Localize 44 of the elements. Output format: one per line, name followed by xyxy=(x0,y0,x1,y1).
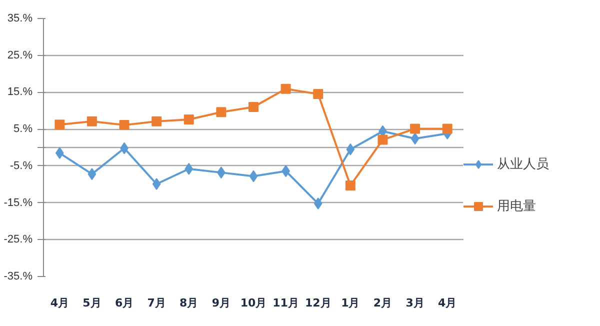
point xyxy=(86,116,97,126)
y-tick-label: -15.% xyxy=(4,196,33,209)
point xyxy=(248,102,258,112)
point xyxy=(216,107,226,118)
point xyxy=(410,132,420,145)
point xyxy=(378,134,388,145)
point xyxy=(152,116,162,126)
x-tick-label: 6月 xyxy=(114,296,134,310)
x-tick-label: 10月 xyxy=(240,296,267,310)
y-tick-label: -25.% xyxy=(4,234,33,246)
y-tick-label: 25.% xyxy=(7,49,33,62)
x-tick-label: 11月 xyxy=(272,296,299,310)
point xyxy=(410,124,420,134)
point xyxy=(119,120,130,130)
x-tick-label: 8月 xyxy=(180,296,198,310)
y-tick-label: -35.% xyxy=(4,270,33,282)
point xyxy=(280,84,291,94)
x-tick-label: 1月 xyxy=(341,296,360,310)
point xyxy=(88,168,96,180)
point xyxy=(54,120,65,130)
x-tick-label: 7月 xyxy=(147,296,166,310)
point xyxy=(249,170,258,182)
point xyxy=(314,198,322,210)
x-tick-label: 12月 xyxy=(304,296,332,310)
point xyxy=(152,178,161,190)
x-tick-label: 3月 xyxy=(406,296,424,310)
point xyxy=(346,143,355,156)
x-tick-label: 5月 xyxy=(82,296,102,310)
point xyxy=(313,89,324,100)
legend-label: 用电量 xyxy=(497,198,537,215)
x-tick-label: 2月 xyxy=(373,296,392,310)
point xyxy=(442,124,452,134)
y-tick-label: 35.% xyxy=(7,12,33,24)
y-tick-label: 5.% xyxy=(14,123,33,136)
y-tick-label: -5.% xyxy=(10,160,33,172)
point xyxy=(55,147,64,160)
x-tick-label: 4月 xyxy=(50,296,69,310)
legend-label: 从业人员 xyxy=(497,156,550,173)
point xyxy=(184,162,194,175)
x-tick-label: 4月 xyxy=(438,296,457,310)
point xyxy=(184,114,194,124)
y-tick-label: 15.% xyxy=(7,86,33,98)
x-tick-label: 9月 xyxy=(212,296,231,310)
point xyxy=(345,180,356,190)
